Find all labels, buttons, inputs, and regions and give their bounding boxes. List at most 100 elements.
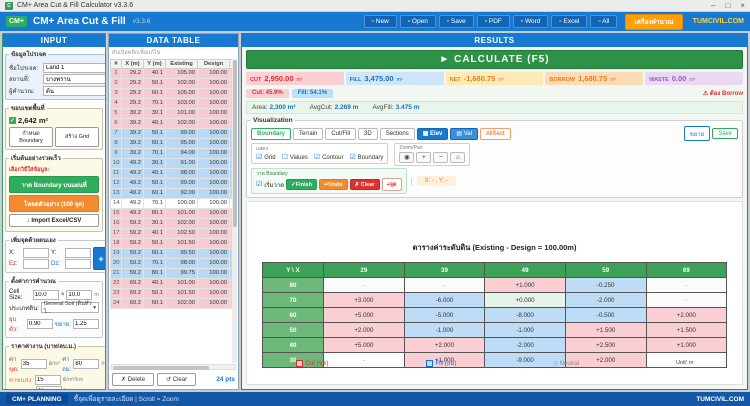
maximize-button[interactable]: □ [725, 0, 731, 10]
grid-cell[interactable]: -0.500 [564, 307, 647, 323]
soil-type-select[interactable]: General Soil (ดินทั่วไ... ▾ [40, 301, 99, 315]
grid-cell[interactable]: -2.000 [484, 337, 566, 353]
grid-cell[interactable]: - [645, 292, 728, 308]
zoom-pan-button-1[interactable]: + [416, 152, 432, 163]
transport-cost-input[interactable] [34, 375, 61, 385]
start-draw-checkbox[interactable]: ☑ เริ่มวาด [256, 180, 284, 190]
viz-tab-3d[interactable]: 3D [358, 127, 378, 140]
calculator-name-input[interactable] [43, 85, 105, 96]
site-link[interactable]: TUMCIVIL.COM [692, 18, 744, 25]
vertical-scrollbar[interactable] [232, 59, 237, 363]
promo-button[interactable]: เครื่องคำนวณ [625, 13, 683, 30]
save-image-button[interactable]: Save [712, 128, 738, 139]
location-input[interactable] [43, 74, 105, 84]
y-input[interactable] [65, 248, 91, 258]
clear-points-button[interactable]: ↺ Clear [157, 373, 197, 386]
define-boundary-button[interactable]: กำหนด Boundary [9, 127, 53, 147]
menu-new-button[interactable]: ▫ New [363, 15, 397, 28]
ez-input[interactable] [23, 259, 49, 269]
x-input[interactable] [23, 248, 49, 258]
clear-draw-button[interactable]: ✗ Clear [349, 179, 380, 190]
vscroll-thumb[interactable] [232, 60, 237, 228]
add-point-button[interactable]: + [93, 247, 105, 270]
delete-point-button[interactable]: ✗ Delete [112, 373, 155, 386]
menu-all-button[interactable]: ▫ All [590, 15, 618, 28]
zoom-pan-button-0[interactable]: ◉ [399, 152, 415, 163]
grid-cell[interactable]: +5.000 [323, 337, 405, 353]
create-grid-button[interactable]: สร้าง Grid [55, 127, 99, 147]
cell-size-x-input[interactable] [32, 290, 59, 300]
grid-cell[interactable]: -2.000 [564, 292, 647, 308]
footer-site-link[interactable]: TUMCIVIL.COM [696, 395, 744, 403]
distance-input[interactable] [36, 386, 63, 389]
finish-draw-button[interactable]: ✓Finish [286, 179, 317, 190]
horizontal-scrollbar[interactable] [111, 364, 236, 370]
grid-cell[interactable]: -6.000 [403, 292, 486, 308]
viz-tab-val[interactable]: ▤ Val [450, 127, 478, 140]
check-boundary[interactable]: ☑ Boundary [349, 154, 383, 161]
viz-tab-boundary[interactable]: Boundary [251, 127, 292, 140]
menu-excel-button[interactable]: ▫ Excel [551, 15, 588, 28]
grid-cell[interactable]: +3.000 [323, 292, 405, 308]
grid-cell[interactable]: +1.000 [645, 337, 728, 353]
viz-tab-cutfill[interactable]: Cut/Fill [325, 127, 357, 140]
grid-cell[interactable]: - [323, 277, 405, 293]
grid-cell[interactable]: +2.000 [323, 322, 405, 338]
fill-cost-input[interactable] [73, 359, 100, 369]
grid-cell[interactable]: +2.000 [564, 352, 647, 368]
undo-draw-button[interactable]: ↩Undo [318, 179, 348, 190]
calculate-button[interactable]: ► CALCULATE (F5) [246, 50, 743, 69]
grid-cell[interactable]: +0.000 [484, 292, 566, 308]
expand-button[interactable]: ขยาย [683, 126, 711, 141]
zoom-pan-button-3[interactable]: ⌂ [450, 152, 466, 163]
load-sample-button[interactable]: โหลดตัวอย่าง (100 จุด) [9, 195, 99, 212]
draw-boundary-button[interactable]: วาด Boundary บนแผนที่ [9, 176, 99, 193]
grid-cell[interactable]: - [645, 352, 728, 368]
minimize-button[interactable]: – [711, 0, 716, 10]
grid-cell[interactable]: -1.000 [403, 322, 486, 338]
check-contour[interactable]: ☑ Contour [314, 154, 344, 161]
cell-size-y-input[interactable] [66, 290, 93, 300]
grid-cell[interactable]: - [323, 352, 405, 368]
viz-tab-terrain[interactable]: Terrain [293, 127, 324, 140]
grid-cell[interactable]: -5.000 [403, 307, 486, 323]
shrink-input[interactable] [26, 319, 53, 329]
menu-open-button[interactable]: ▫ Open [399, 15, 436, 28]
grid-cell[interactable]: +1.500 [645, 322, 728, 338]
viz-tab-elev[interactable]: ▦ Elev [416, 127, 449, 140]
grid-cell[interactable]: +2.000 [645, 307, 728, 323]
grid-cell[interactable]: -8.000 [484, 307, 566, 323]
import-excel-button[interactable]: ↓ Import Excel/CSV [9, 214, 99, 227]
grid-cell[interactable]: -1.000 [484, 322, 566, 338]
menu-word-button[interactable]: ▫ Word [512, 15, 549, 28]
grid-cell[interactable]: +2.000 [403, 337, 486, 353]
menu-save-button[interactable]: ▫ Save [438, 15, 474, 28]
check-grid[interactable]: ☑ Grid [256, 154, 276, 161]
grid-cell[interactable]: +1.000 [484, 277, 566, 293]
grid-cell[interactable]: +1.500 [564, 322, 647, 338]
swell-input[interactable] [73, 319, 99, 329]
viz-tab-allsect[interactable]: AllSect [479, 127, 511, 140]
